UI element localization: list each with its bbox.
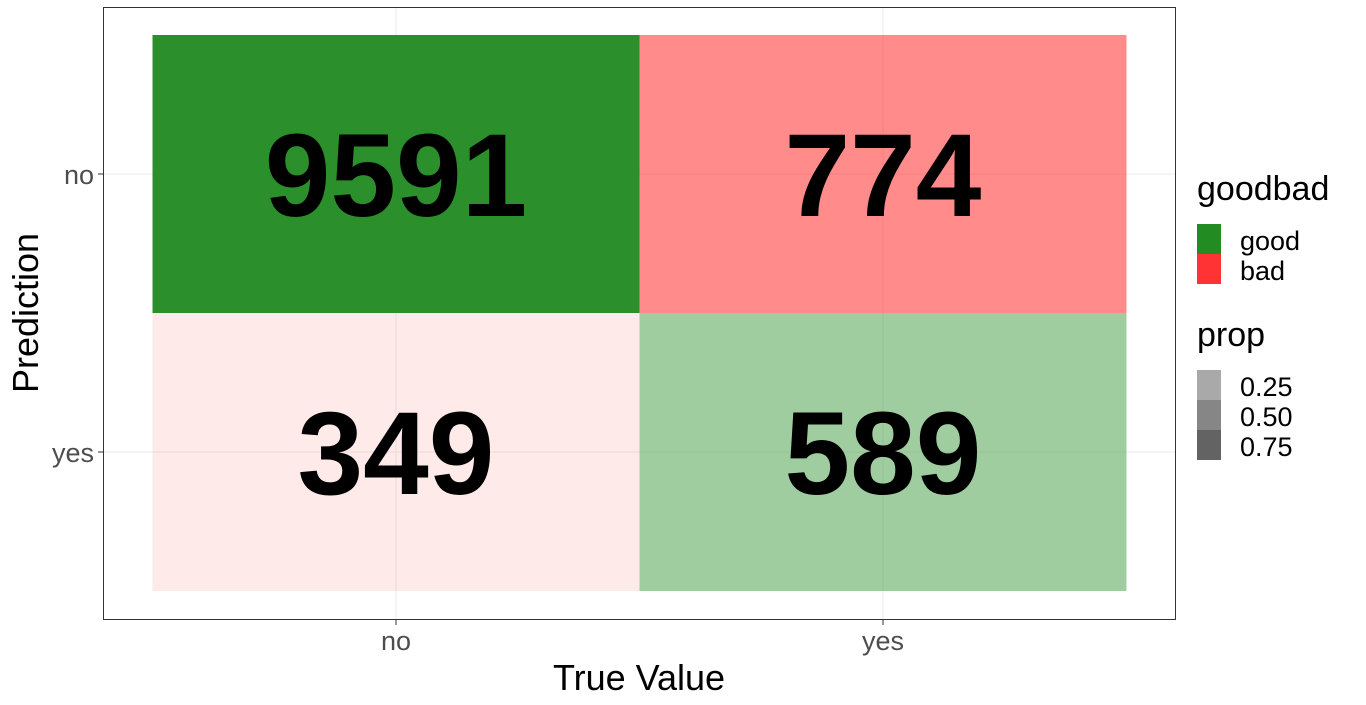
heatmap-cell-yes-no (639, 35, 1127, 313)
legend-alpha-swatch (1197, 370, 1221, 400)
y-tick-label: yes (52, 438, 94, 468)
legend-swatch-bad (1197, 254, 1221, 284)
legend-alpha-items: 0.250.500.75 (1197, 370, 1293, 462)
legend-label-good: good (1240, 226, 1300, 256)
x-tick-label: yes (862, 626, 904, 656)
y-tick-label: no (64, 160, 94, 190)
x-axis-title: True Value (553, 657, 725, 698)
legend-alpha-label: 0.75 (1240, 432, 1293, 462)
heatmap-cell-yes-yes (639, 313, 1127, 591)
y-axis-title: Prediction (5, 233, 46, 393)
cell-value-label: 589 (785, 388, 982, 520)
x-tick-label: no (381, 626, 411, 656)
legend-alpha-swatch (1197, 430, 1221, 460)
legend-label-bad: bad (1240, 256, 1285, 286)
heatmap-cell-no-yes (152, 313, 640, 591)
cell-labels: 9591 774 349 589 (265, 110, 982, 520)
legend-alpha-title: prop (1197, 316, 1265, 354)
axes: no yes no yes (52, 160, 904, 656)
legend-swatch-good (1197, 224, 1221, 254)
legend-alpha-swatch (1197, 400, 1221, 430)
cell-value-label: 349 (298, 388, 495, 520)
legend-fill-title: goodbad (1197, 170, 1329, 208)
legend-fill-items: goodbad (1197, 224, 1300, 286)
cell-value-label: 9591 (265, 110, 528, 242)
legend-alpha-label: 0.50 (1240, 402, 1293, 432)
heatmap-cells (152, 35, 1127, 591)
heatmap-cell-no-no (152, 35, 640, 313)
legend-alpha-label: 0.25 (1240, 372, 1293, 402)
cell-value-label: 774 (785, 110, 982, 242)
